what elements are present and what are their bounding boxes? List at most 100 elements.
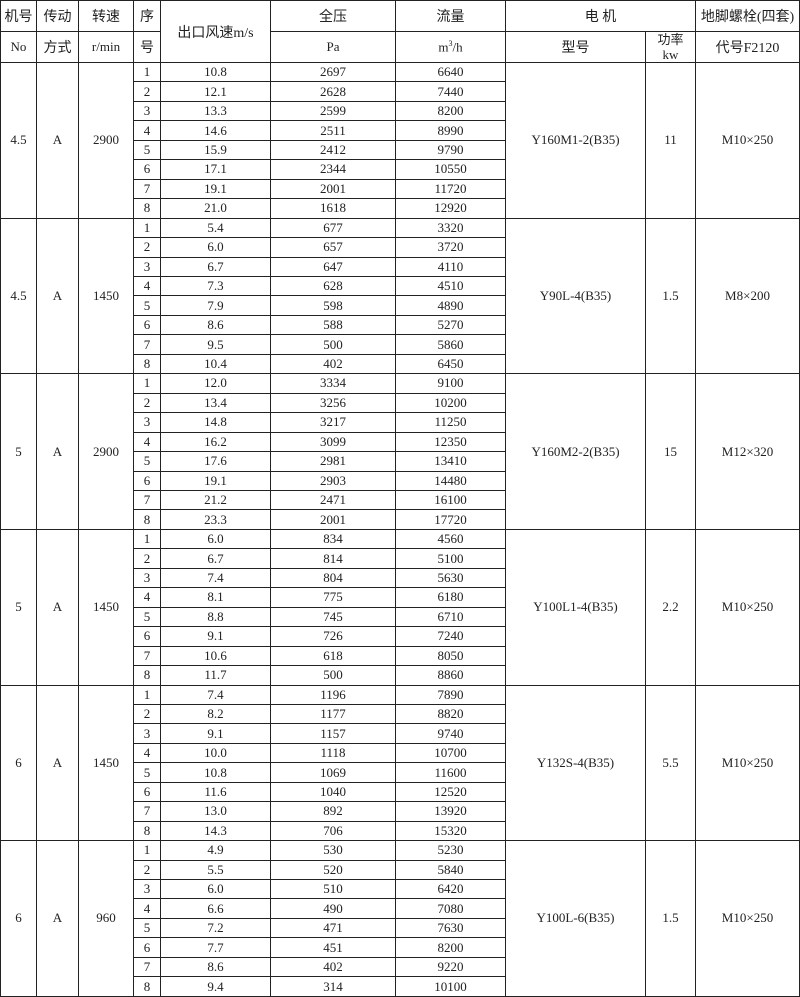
velocity-cell: 21.2	[160, 489, 271, 511]
velocity-cell: 9.1	[160, 626, 271, 647]
flow-cell: 4890	[395, 295, 506, 316]
velocity-cell: 12.0	[160, 373, 271, 394]
velocity-cell: 10.8	[160, 61, 271, 83]
seq-cell: 1	[133, 217, 161, 239]
pressure-cell: 657	[270, 237, 396, 258]
table-row: 8 9.4 314 10100	[1, 976, 800, 997]
table-row: 5 7.2 471 7630	[1, 917, 800, 939]
pressure-cell: 314	[270, 976, 396, 997]
seq-cell: 2	[133, 703, 161, 725]
seq-cell: 3	[133, 412, 161, 433]
drive-cell: A	[36, 373, 79, 530]
table-row: 2 8.2 1177 8820	[1, 703, 800, 725]
velocity-cell: 8.6	[160, 956, 271, 978]
flow-cell: 4510	[395, 275, 506, 297]
table-row: 4.5 A 2900 1 10.8 2697 6640 Y160M1-2(B35) 11 M10×…	[0, 61, 800, 219]
machine-no-cell: 4.5	[0, 62, 37, 219]
table-row: 2 6.7 814 5100	[1, 548, 800, 569]
table-row: 4 8.1 775 6180	[1, 587, 800, 608]
speed-cell: 1450	[78, 684, 134, 842]
pressure-cell: 3334	[270, 373, 396, 394]
seq-cell: 5	[133, 762, 161, 783]
table-row: 7 9.5 500 5860	[1, 334, 800, 355]
header-motor: 电 机	[505, 0, 696, 32]
seq-cell: 3	[133, 567, 161, 589]
seq-cell: 7	[133, 956, 161, 978]
flow-cell: 14480	[395, 470, 506, 491]
speed-cell: 1450	[78, 528, 134, 686]
velocity-cell: 5.4	[160, 217, 271, 239]
seq-cell: 5	[133, 295, 161, 316]
pressure-cell: 2628	[270, 81, 396, 102]
table-row: 4 7.3 628 4510	[1, 275, 800, 297]
seq-cell: 4	[133, 898, 161, 919]
flow-cell: 5840	[395, 859, 506, 881]
flow-cell: 9790	[395, 139, 506, 161]
velocity-cell: 19.1	[160, 178, 271, 200]
header-seq-unit: 号	[133, 31, 161, 63]
flow-unit-m: m	[438, 39, 449, 55]
power-cell: 1.5	[645, 217, 696, 375]
flow-cell: 7890	[395, 684, 506, 705]
header-speed-unit: r/min	[78, 31, 134, 63]
seq-cell: 3	[133, 256, 161, 277]
table-row: 4.5 A 1450 1 5.4 677 3320 Y90L-4(B35) 1.5 M8×200	[0, 217, 800, 375]
pressure-cell: 500	[270, 665, 396, 686]
seq-cell: 3	[133, 100, 161, 122]
pressure-cell: 677	[270, 217, 396, 239]
power-cell: 5.5	[645, 684, 696, 842]
seq-cell: 1	[133, 840, 161, 861]
pressure-cell: 598	[270, 295, 396, 316]
velocity-cell: 6.0	[160, 237, 271, 258]
pressure-cell: 628	[270, 275, 396, 297]
seq-cell: 5	[133, 917, 161, 939]
pressure-cell: 2697	[270, 61, 396, 83]
pressure-cell: 2001	[270, 178, 396, 200]
seq-cell: 1	[133, 684, 161, 705]
machine-no-cell: 5	[0, 373, 37, 530]
pressure-cell: 775	[270, 587, 396, 608]
seq-cell: 4	[133, 587, 161, 608]
pressure-cell: 2599	[270, 100, 396, 122]
bolt-cell: M10×250	[695, 62, 800, 219]
velocity-cell: 21.0	[160, 198, 271, 219]
pressure-cell: 402	[270, 353, 396, 375]
table-row: 7 10.6 618 8050	[1, 645, 800, 667]
bolt-cell: M10×250	[695, 528, 800, 686]
pressure-cell: 530	[270, 840, 396, 861]
velocity-cell: 11.6	[160, 781, 271, 803]
flow-cell: 8050	[395, 645, 506, 667]
motor-model-cell: Y100L-6(B35)	[505, 840, 646, 997]
header-motor-model: 型号	[505, 31, 646, 63]
flow-cell: 6180	[395, 587, 506, 608]
seq-cell: 3	[133, 879, 161, 900]
table-row: 5 17.6 2981 13410	[1, 451, 800, 472]
pressure-cell: 745	[270, 606, 396, 628]
flow-cell: 5270	[395, 314, 506, 336]
seq-cell: 2	[133, 859, 161, 881]
pressure-cell: 3099	[270, 431, 396, 453]
velocity-cell: 10.6	[160, 645, 271, 667]
table-row: 3 6.0 510 6420	[1, 879, 800, 900]
pressure-cell: 2412	[270, 139, 396, 161]
velocity-cell: 13.3	[160, 100, 271, 122]
seq-cell: 2	[133, 81, 161, 102]
power-cell: 2.2	[645, 528, 696, 686]
velocity-cell: 10.4	[160, 353, 271, 375]
header-pressure-unit: Pa	[270, 31, 396, 63]
flow-cell: 16100	[395, 489, 506, 511]
flow-cell: 13920	[395, 801, 506, 822]
pressure-cell: 814	[270, 548, 396, 569]
velocity-cell: 19.1	[160, 470, 271, 491]
table-row: 7 19.1 2001 11720	[1, 178, 800, 200]
flow-cell: 11250	[395, 412, 506, 433]
table-row: 6 19.1 2903 14480	[1, 470, 800, 491]
flow-cell: 9740	[395, 723, 506, 744]
velocity-cell: 7.3	[160, 275, 271, 297]
drive-cell: A	[36, 528, 79, 686]
header-power: 功率 kw	[645, 31, 696, 63]
speed-cell: 960	[78, 840, 134, 997]
drive-cell: A	[36, 217, 79, 375]
pressure-cell: 1118	[270, 742, 396, 764]
